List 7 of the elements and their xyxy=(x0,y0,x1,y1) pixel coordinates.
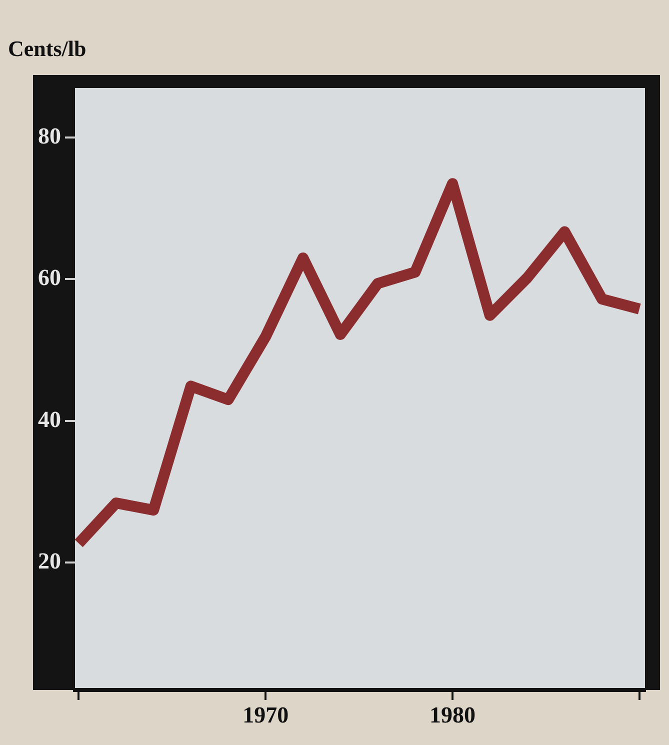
y-tick-label: 60 xyxy=(38,265,61,290)
y-tick-label: 20 xyxy=(38,548,61,574)
x-tick-label: 1980 xyxy=(430,702,476,728)
x-tick-label: 1970 xyxy=(242,702,289,728)
y-tick-label: 40 xyxy=(38,406,61,432)
y-axis-title: Cents/lb xyxy=(8,36,86,62)
y-tick-label: 80 xyxy=(38,124,61,149)
